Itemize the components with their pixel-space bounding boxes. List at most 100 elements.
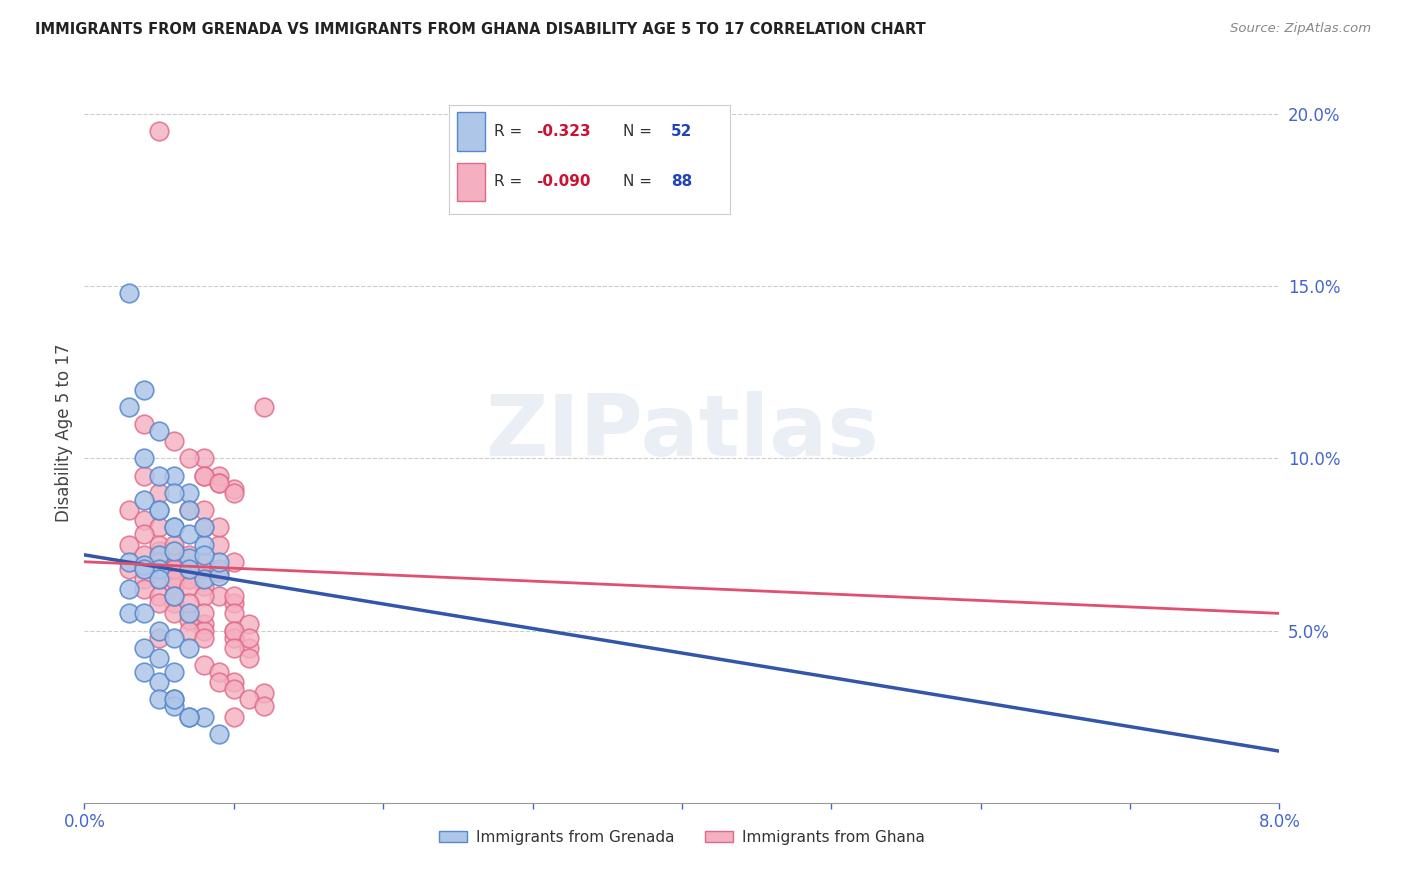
Point — [208, 475, 231, 490]
Point — [193, 555, 215, 569]
Point — [238, 651, 260, 665]
Point — [238, 640, 260, 655]
Point — [148, 503, 170, 517]
Point — [222, 555, 245, 569]
Point — [148, 503, 170, 517]
Point — [118, 286, 141, 301]
Point — [193, 709, 215, 723]
Point — [222, 486, 245, 500]
Point — [238, 692, 260, 706]
Point — [132, 548, 156, 562]
Point — [148, 124, 170, 138]
Point — [163, 561, 186, 575]
Point — [148, 572, 170, 586]
Point — [177, 527, 200, 541]
Point — [132, 558, 156, 573]
Point — [163, 589, 186, 603]
Point — [148, 468, 170, 483]
Point — [177, 548, 200, 562]
Point — [163, 699, 186, 714]
Point — [177, 572, 200, 586]
Point — [163, 544, 186, 558]
Point — [118, 607, 141, 621]
Point — [177, 607, 200, 621]
Point — [163, 665, 186, 679]
Point — [177, 503, 200, 517]
Point — [148, 572, 170, 586]
Point — [193, 631, 215, 645]
Point — [177, 561, 200, 575]
Point — [177, 451, 200, 466]
Point — [148, 624, 170, 638]
Point — [208, 675, 231, 690]
Point — [132, 561, 156, 575]
Point — [253, 699, 276, 714]
Point — [193, 561, 215, 575]
Point — [253, 685, 276, 699]
Point — [222, 483, 245, 497]
Point — [132, 417, 156, 431]
Point — [177, 551, 200, 566]
Point — [163, 572, 186, 586]
Point — [163, 434, 186, 449]
Point — [177, 486, 200, 500]
Point — [148, 675, 170, 690]
Point — [193, 616, 215, 631]
Point — [132, 582, 156, 597]
Point — [208, 589, 231, 603]
Point — [148, 486, 170, 500]
Point — [193, 579, 215, 593]
Point — [193, 548, 215, 562]
Point — [163, 468, 186, 483]
Point — [132, 468, 156, 483]
Point — [118, 582, 141, 597]
Point — [132, 492, 156, 507]
Point — [208, 475, 231, 490]
Point — [118, 537, 141, 551]
Point — [177, 624, 200, 638]
Point — [163, 607, 186, 621]
Point — [177, 579, 200, 593]
Point — [163, 631, 186, 645]
Point — [163, 579, 186, 593]
Point — [163, 692, 186, 706]
Point — [148, 555, 170, 569]
Point — [148, 537, 170, 551]
Point — [163, 520, 186, 534]
Point — [208, 555, 231, 569]
Point — [208, 568, 231, 582]
Point — [177, 607, 200, 621]
Point — [238, 631, 260, 645]
Point — [132, 665, 156, 679]
Text: IMMIGRANTS FROM GRENADA VS IMMIGRANTS FROM GHANA DISABILITY AGE 5 TO 17 CORRELAT: IMMIGRANTS FROM GRENADA VS IMMIGRANTS FR… — [35, 22, 927, 37]
Point — [193, 503, 215, 517]
Point — [132, 383, 156, 397]
Point — [132, 572, 156, 586]
Point — [193, 468, 215, 483]
Point — [118, 555, 141, 569]
Point — [148, 561, 170, 575]
Point — [208, 537, 231, 551]
Point — [238, 616, 260, 631]
Point — [163, 486, 186, 500]
Point — [163, 596, 186, 610]
Point — [132, 640, 156, 655]
Text: ZIPatlas: ZIPatlas — [485, 391, 879, 475]
Point — [193, 520, 215, 534]
Point — [132, 451, 156, 466]
Point — [222, 596, 245, 610]
Point — [222, 709, 245, 723]
Point — [193, 658, 215, 673]
Point — [148, 589, 170, 603]
Point — [222, 607, 245, 621]
Point — [222, 631, 245, 645]
Point — [208, 468, 231, 483]
Point — [193, 468, 215, 483]
Point — [118, 503, 141, 517]
Point — [148, 424, 170, 438]
Point — [118, 561, 141, 575]
Point — [177, 640, 200, 655]
Point — [193, 520, 215, 534]
Point — [148, 596, 170, 610]
Point — [118, 400, 141, 414]
